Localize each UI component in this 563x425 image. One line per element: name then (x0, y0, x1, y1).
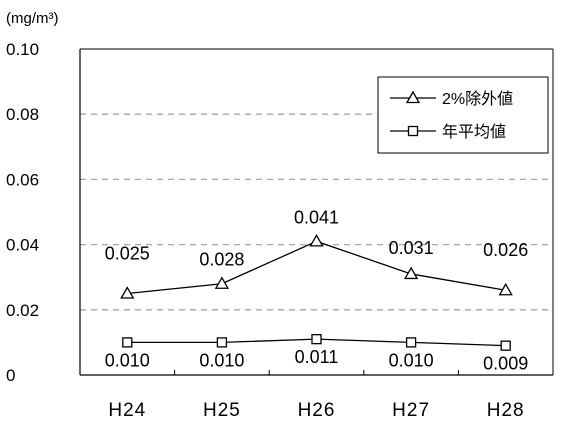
data-label: 0.010 (199, 350, 244, 370)
data-label: 0.025 (105, 244, 150, 264)
x-tick-label: H24 (108, 400, 146, 421)
legend-square-marker (407, 125, 419, 137)
y-tick-label: 0.02 (6, 301, 39, 320)
data-point-triangle (214, 276, 230, 289)
data-label: 0.010 (105, 350, 150, 370)
data-labels: 0.025 0.028 0.041 0.031 0.026 0.010 0.010 0.011… (105, 207, 528, 373)
x-tick-label: H26 (298, 400, 336, 421)
x-tick-labels: H24 H25 H26 H27 H28 (108, 400, 525, 421)
y-tick-label: 0 (6, 366, 15, 385)
data-point-triangle (120, 286, 135, 299)
data-point-triangle (498, 282, 513, 296)
y-tick-label: 0.10 (6, 40, 39, 59)
legend-triangle-marker (405, 90, 421, 104)
data-label: 0.026 (483, 240, 528, 260)
data-point-square (311, 333, 322, 345)
data-point-square (500, 340, 511, 351)
data-point-square (216, 337, 228, 348)
x-tick-label: H27 (392, 400, 430, 421)
y-tick-label: 0.08 (6, 105, 39, 124)
data-label: 0.010 (389, 350, 434, 370)
y-tick-label: 0.04 (6, 236, 39, 255)
x-tick-label: H28 (487, 400, 525, 421)
y-tick-label: 0.06 (6, 170, 39, 189)
series-layer (120, 234, 513, 351)
data-point-square (405, 337, 417, 348)
data-label: 0.041 (294, 207, 339, 227)
series-line-2pct-excluded (127, 240, 506, 295)
data-point-triangle (309, 234, 324, 247)
data-point-square (122, 337, 133, 348)
legend-label: 年平均値 (442, 123, 506, 141)
data-label: 0.031 (389, 238, 434, 258)
legend-box (377, 76, 549, 154)
unit-label: (mg/m³) (6, 10, 59, 27)
y-tick-labels: 0.10 0.08 0.06 0.04 0.02 0 (6, 40, 39, 385)
x-tick-label: H25 (203, 400, 241, 421)
data-label: 0.011 (295, 347, 339, 367)
axes (79, 48, 554, 376)
data-point-triangle (403, 266, 419, 280)
data-label: 0.009 (483, 354, 528, 374)
legend-label: 2%除外値 (442, 90, 513, 108)
data-label: 0.028 (199, 250, 244, 270)
